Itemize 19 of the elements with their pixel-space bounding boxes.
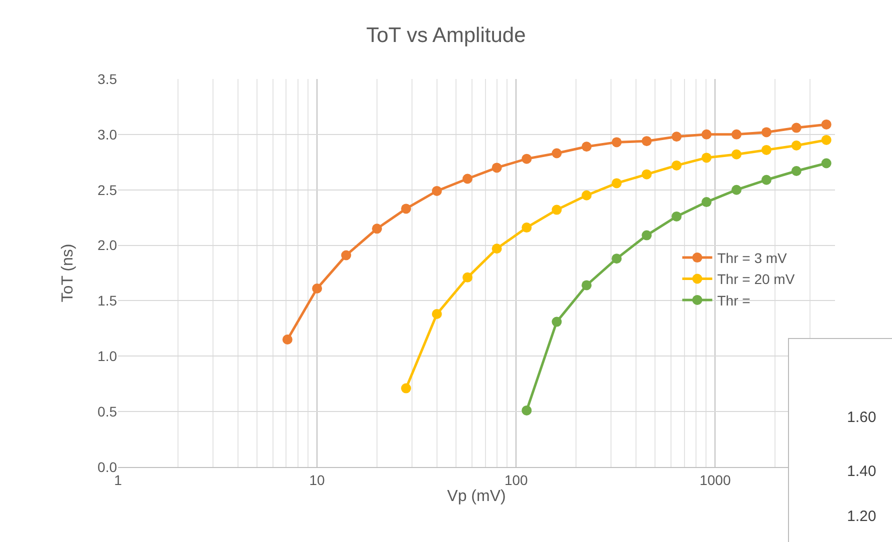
y-tick-label: 1.5	[98, 292, 118, 309]
y-tick-label: 3.5	[98, 70, 118, 87]
y-axis-title: ToT (ns)	[59, 244, 76, 302]
x-tick-label: 1000	[700, 472, 731, 488]
text: 1.20	[847, 508, 876, 525]
x-axis-title: Vp (mV)	[447, 488, 506, 505]
chart-title: ToT vs Amplitude	[366, 24, 526, 47]
x-tick-label: 10	[309, 472, 326, 488]
y-tick-label: 2.0	[98, 237, 118, 254]
legend-label: Thr = 3 mV	[717, 250, 788, 266]
y-tick-label: 1.0	[98, 348, 118, 364]
y-tick-label: 2.5	[98, 182, 118, 198]
text: 1.60	[847, 409, 876, 426]
y-tick-label: 0.5	[98, 403, 118, 420]
text: 1.40	[847, 463, 876, 480]
x-tick-label: 100	[504, 472, 528, 488]
y-tick-label: 3.0	[98, 126, 118, 142]
legend-label: Thr =	[717, 292, 750, 308]
legend-label: Thr = 20 mV	[717, 271, 796, 288]
